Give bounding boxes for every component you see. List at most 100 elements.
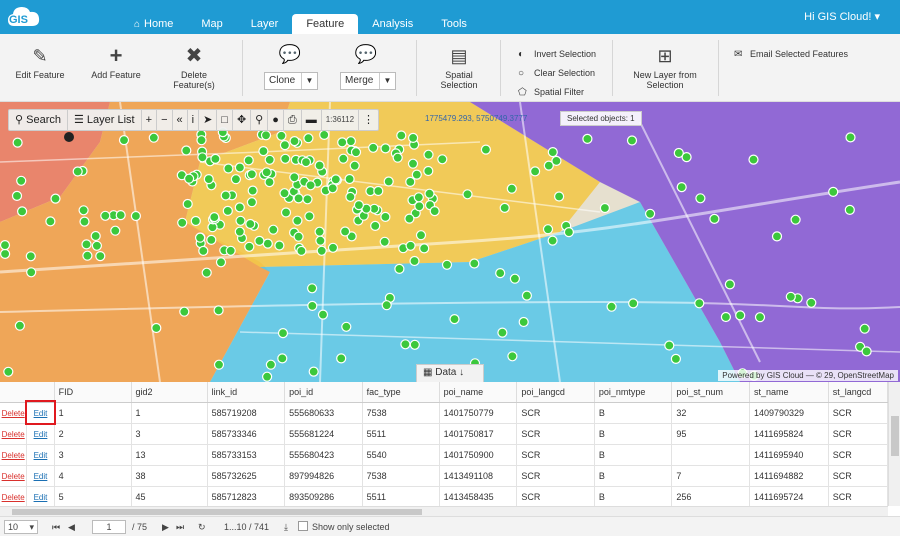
edit-row-link[interactable]: Edit: [33, 492, 48, 502]
column-header[interactable]: poi_st_num: [671, 382, 750, 403]
zoom-in-button[interactable]: +: [142, 110, 158, 130]
poi-point[interactable]: [344, 173, 355, 185]
poi-point[interactable]: [424, 188, 435, 199]
poi-point[interactable]: [198, 245, 209, 256]
poi-point[interactable]: [289, 135, 300, 147]
poi-point[interactable]: [213, 305, 224, 316]
poi-point[interactable]: [394, 263, 405, 274]
poi-point[interactable]: [264, 154, 275, 165]
poi-point[interactable]: [380, 143, 391, 154]
poi-point[interactable]: [720, 311, 732, 323]
poi-point[interactable]: [82, 250, 93, 261]
poi-point[interactable]: [676, 181, 687, 193]
poi-point[interactable]: [300, 156, 312, 168]
poi-point[interactable]: [215, 257, 227, 268]
poi-point[interactable]: [383, 176, 394, 187]
layer-list-button[interactable]: ☰ Layer List: [68, 110, 142, 130]
delete-row-link[interactable]: Delete: [1, 492, 25, 502]
poi-point[interactable]: [628, 298, 639, 309]
email-selected-features-button[interactable]: ✉ Email Selected Features: [734, 49, 849, 60]
poi-point[interactable]: [547, 235, 558, 246]
collapse-icon[interactable]: «: [173, 110, 188, 130]
poi-point[interactable]: [177, 217, 188, 228]
export-icon[interactable]: ⤓: [284, 522, 288, 532]
poi-point[interactable]: [277, 353, 288, 364]
merge-dropdown[interactable]: Merge ▼: [340, 72, 396, 90]
poi-point[interactable]: [379, 236, 390, 247]
poi-point[interactable]: [16, 175, 27, 186]
tab-feature[interactable]: Feature: [292, 14, 359, 34]
poi-point[interactable]: [50, 193, 61, 204]
pan-icon[interactable]: ✥: [233, 110, 252, 130]
poi-point[interactable]: [72, 166, 83, 177]
poi-point[interactable]: [0, 248, 11, 259]
poi-point[interactable]: [407, 158, 419, 169]
poi-point[interactable]: [81, 239, 92, 250]
poi-point[interactable]: [201, 267, 212, 278]
poi-point[interactable]: [327, 183, 338, 194]
poi-point[interactable]: [563, 227, 575, 238]
poi-point[interactable]: [345, 136, 356, 147]
map-canvas[interactable]: ⚲ Search ☰ Layer List + − « i ➤ □ ✥ ⚲ ● …: [0, 102, 900, 382]
poi-point[interactable]: [230, 174, 241, 185]
poi-point[interactable]: [381, 300, 392, 311]
poi-point[interactable]: [316, 245, 327, 256]
tab-layer[interactable]: Layer: [250, 18, 279, 30]
poi-point[interactable]: [151, 322, 162, 334]
gis-cloud-logo[interactable]: [6, 4, 42, 30]
poi-point[interactable]: [664, 340, 675, 351]
delete-row-link[interactable]: Delete: [1, 408, 25, 418]
poi-point[interactable]: [409, 255, 420, 267]
poi-point[interactable]: [409, 339, 420, 350]
poi-point[interactable]: [280, 207, 292, 218]
spatial-filter-button[interactable]: ⬠ Spatial Filter: [518, 87, 585, 98]
poi-point[interactable]: [495, 268, 506, 279]
poi-point[interactable]: [78, 205, 89, 216]
poi-point[interactable]: [543, 160, 554, 171]
zoom-out-button[interactable]: −: [157, 110, 173, 130]
edit-feature-button[interactable]: ✎ Edit Feature: [12, 46, 68, 80]
poi-point[interactable]: [11, 190, 23, 202]
poi-point[interactable]: [785, 291, 796, 302]
poi-point[interactable]: [210, 153, 221, 165]
poi-point[interactable]: [338, 153, 349, 164]
poi-point[interactable]: [264, 176, 275, 188]
poi-point[interactable]: [551, 155, 562, 167]
poi-point[interactable]: [279, 188, 290, 199]
poi-point[interactable]: [179, 306, 190, 317]
poi-point[interactable]: [735, 310, 746, 321]
poi-point[interactable]: [404, 213, 415, 224]
user-menu[interactable]: Hi GIS Cloud! ▾: [804, 11, 880, 23]
delete-feature-button[interactable]: ✖ Delete Feature(s): [166, 46, 222, 90]
poi-point[interactable]: [380, 211, 391, 223]
poi-point[interactable]: [695, 193, 706, 204]
edit-row-link[interactable]: Edit: [33, 429, 48, 439]
poi-point[interactable]: [370, 220, 381, 232]
poi-point[interactable]: [184, 173, 195, 184]
pointer-icon[interactable]: ➤: [199, 110, 218, 130]
poi-point[interactable]: [315, 235, 326, 246]
poi-point[interactable]: [130, 210, 141, 222]
poi-point[interactable]: [235, 215, 246, 226]
poi-point[interactable]: [341, 321, 352, 332]
poi-point[interactable]: [340, 226, 351, 237]
poi-point[interactable]: [258, 145, 269, 157]
poi-point[interactable]: [26, 267, 37, 278]
poi-point[interactable]: [845, 132, 856, 143]
edit-row-link[interactable]: Edit: [33, 471, 48, 481]
poi-point[interactable]: [861, 346, 872, 357]
poi-point[interactable]: [79, 216, 90, 227]
poi-point[interactable]: [408, 132, 419, 144]
poi-point[interactable]: [262, 371, 273, 382]
poi-point[interactable]: [45, 216, 56, 227]
poi-point[interactable]: [337, 137, 348, 148]
poi-point[interactable]: [292, 215, 303, 226]
poi-point[interactable]: [480, 144, 491, 155]
print-icon[interactable]: ⎙: [284, 110, 302, 130]
poi-point[interactable]: [724, 279, 736, 290]
poi-point[interactable]: [670, 353, 682, 364]
last-page-button[interactable]: ⏭: [176, 522, 185, 532]
poi-point[interactable]: [234, 226, 245, 237]
poi-point[interactable]: [327, 242, 339, 253]
poi-point[interactable]: [195, 232, 206, 243]
